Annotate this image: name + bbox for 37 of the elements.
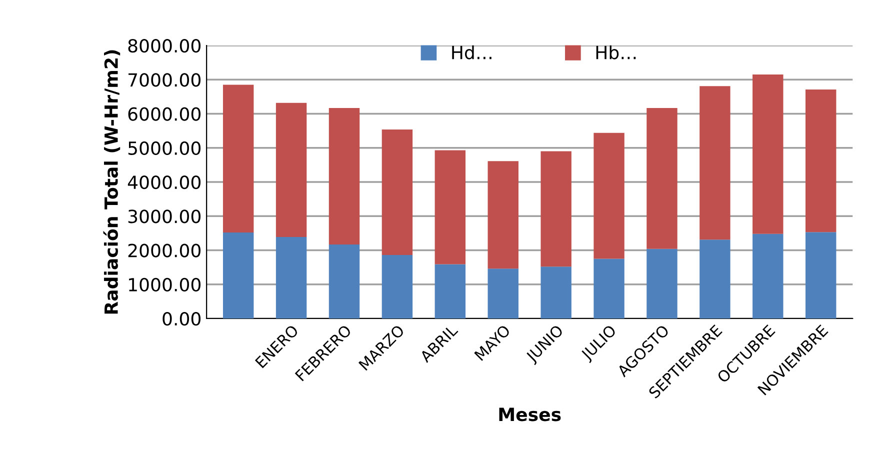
bar	[806, 90, 836, 232]
bar	[382, 255, 413, 318]
bar	[434, 150, 466, 264]
y-tick-label: 1000.00	[129, 278, 201, 292]
bar	[700, 86, 730, 240]
bar	[382, 129, 413, 256]
bar	[222, 232, 254, 318]
y-axis-title: Radiación Total (W-Hr/m2)	[103, 50, 120, 314]
bar	[752, 74, 784, 234]
y-tick-label: 6000.00	[128, 107, 201, 121]
bar	[328, 108, 360, 244]
bar	[594, 258, 624, 318]
y-tick-label: 8000.00	[128, 38, 201, 53]
legend-label: Hd…	[452, 45, 492, 60]
bar	[488, 268, 518, 318]
bar	[540, 151, 572, 267]
bar	[752, 234, 784, 318]
bar	[328, 244, 360, 318]
legend-label: Hb…	[596, 45, 636, 60]
bar	[276, 236, 307, 318]
bar	[594, 132, 624, 259]
bar	[434, 264, 466, 318]
y-tick-label: 4000.00	[128, 175, 201, 190]
x-axis-title: Meses	[499, 408, 561, 422]
bar	[700, 240, 730, 318]
y-tick-label: 5000.00	[128, 141, 201, 155]
bar	[276, 102, 307, 237]
bar	[488, 161, 518, 269]
y-tick-label: 7000.00	[128, 73, 201, 87]
y-tick-label: 3000.00	[128, 210, 201, 224]
bar	[540, 266, 572, 318]
bar	[646, 108, 678, 249]
bar	[646, 248, 678, 318]
y-tick-label: 2000.00	[128, 244, 201, 258]
bar	[806, 232, 836, 318]
y-tick-label: 0.00	[162, 312, 201, 326]
bar	[222, 84, 254, 233]
